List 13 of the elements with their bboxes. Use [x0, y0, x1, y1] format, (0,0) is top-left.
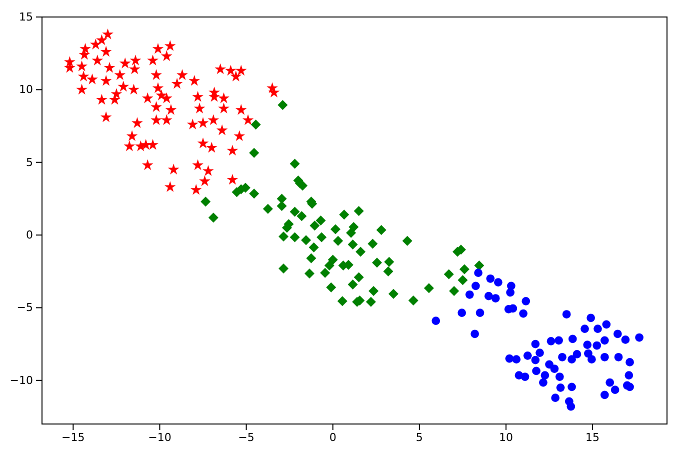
y-tick-label: 15 [19, 10, 33, 24]
x-tick-label: −10 [148, 430, 172, 444]
y-tick-label: −5 [16, 301, 33, 314]
y-tick-label: 0 [26, 228, 33, 242]
x-tick-label: 15 [586, 430, 600, 444]
x-tick-label: 5 [416, 430, 423, 444]
x-tick-label: −15 [62, 430, 85, 444]
y-tick-label: −10 [10, 374, 33, 387]
x-tick-label: −5 [238, 430, 254, 444]
y-tick-label: 10 [19, 83, 33, 96]
y-tick-label: 5 [26, 156, 33, 169]
x-tick-label: 0 [329, 430, 336, 444]
x-tick-label: 10 [498, 430, 513, 444]
